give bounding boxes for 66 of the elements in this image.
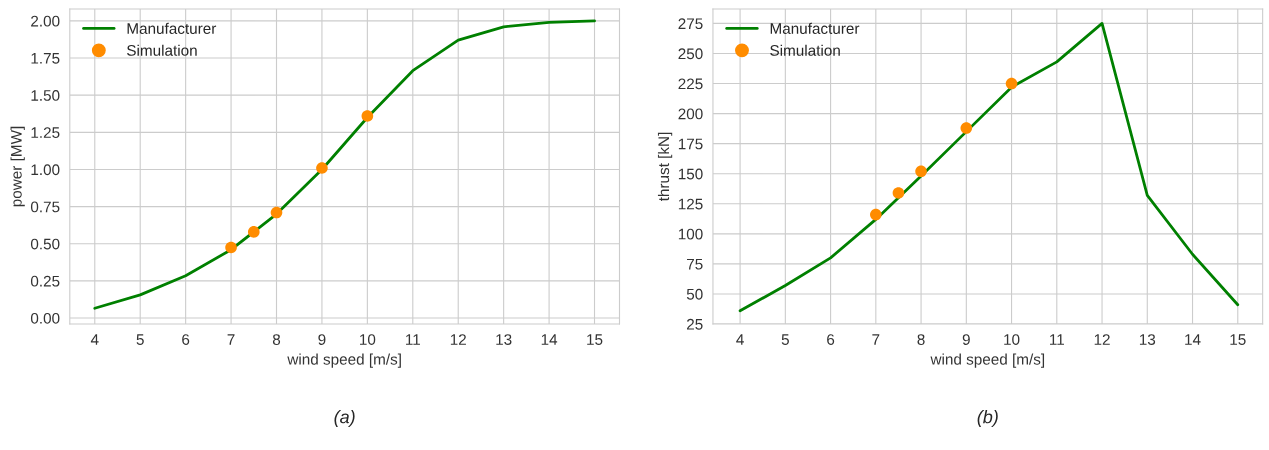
x-tick-label: 14 (1185, 334, 1201, 345)
point (870, 208, 882, 221)
x-tick-label: 7 (227, 334, 235, 345)
y-tick-label: 0.25 (30, 275, 60, 287)
text: (b) (977, 410, 998, 427)
y-tick-label: 25 (687, 318, 703, 330)
y-tick-label: 150 (678, 168, 703, 180)
point (270, 206, 283, 219)
y-tick-label: 0.00 (30, 312, 60, 324)
y-tick-label: 50 (686, 288, 703, 300)
x-tick-label: 12 (450, 334, 466, 345)
x-tick-label: 9 (318, 334, 326, 345)
line-series (93, 19, 596, 310)
y-tick-label: 1.75 (31, 53, 60, 64)
x-tick-label: 15 (587, 334, 603, 345)
legend-label: Simulation (770, 44, 840, 56)
y-tick-label: 200 (678, 108, 703, 120)
line-series (738, 22, 1240, 313)
y-tick-label: 0.75 (30, 201, 60, 213)
x-tick-label: 13 (1139, 334, 1156, 345)
y-tick-label: 225 (678, 78, 703, 90)
y-axis-title: thrust [kN] (657, 132, 673, 202)
y-axis-title: power [MW] (10, 126, 25, 207)
x-tick-label: 9 (962, 334, 970, 345)
x-tick-label: 5 (136, 334, 144, 345)
x-tick-label: 7 (872, 334, 880, 345)
point (361, 110, 374, 122)
legend-label: Manufacturer (770, 22, 860, 34)
x-tick-label: 4 (736, 334, 744, 345)
x-tick-label: 11 (406, 334, 420, 345)
legend-label: Manufacturer (127, 22, 217, 34)
x-axis-title: wind speed [m/s] (287, 353, 401, 368)
y-tick-label: 175 (678, 138, 703, 150)
y-tick-label: 75 (687, 258, 703, 270)
x-tick-label: 8 (917, 334, 925, 345)
y-tick-label: 2.00 (31, 15, 60, 27)
x-tick-label: 12 (1094, 334, 1110, 345)
point (892, 187, 905, 199)
point (225, 241, 237, 254)
x-tick-label: 5 (781, 334, 789, 345)
x-tick-label: 14 (541, 334, 558, 345)
x-tick-label: 11 (1050, 334, 1064, 345)
x-tick-label: 8 (272, 334, 281, 345)
y-tick-label: 100 (678, 228, 703, 240)
x-tick-label: 10 (360, 334, 376, 345)
y-tick-label: 125 (678, 198, 703, 210)
y-tick-label: 0.50 (30, 238, 60, 250)
y-tick-label: 275 (678, 18, 703, 30)
point (316, 162, 328, 174)
x-tick-label: 4 (90, 334, 99, 345)
text: (a) (334, 410, 355, 427)
x-tick-label: 6 (182, 334, 190, 345)
y-tick-label: 1.00 (31, 164, 60, 176)
point (915, 165, 927, 178)
x-tick-label: 15 (1230, 334, 1246, 345)
legend-label: Simulation (127, 44, 197, 56)
x-tick-label: 10 (1004, 334, 1020, 345)
y-tick-label: 1.50 (31, 90, 60, 101)
x-axis-title: wind speed [m/s] (930, 353, 1045, 368)
point (960, 122, 973, 134)
x-tick-label: 13 (496, 334, 512, 345)
y-tick-label: 1.25 (31, 127, 60, 139)
point (1005, 77, 1018, 90)
x-tick-label: 6 (827, 334, 835, 345)
point (247, 226, 260, 238)
y-tick-label: 250 (678, 48, 703, 60)
